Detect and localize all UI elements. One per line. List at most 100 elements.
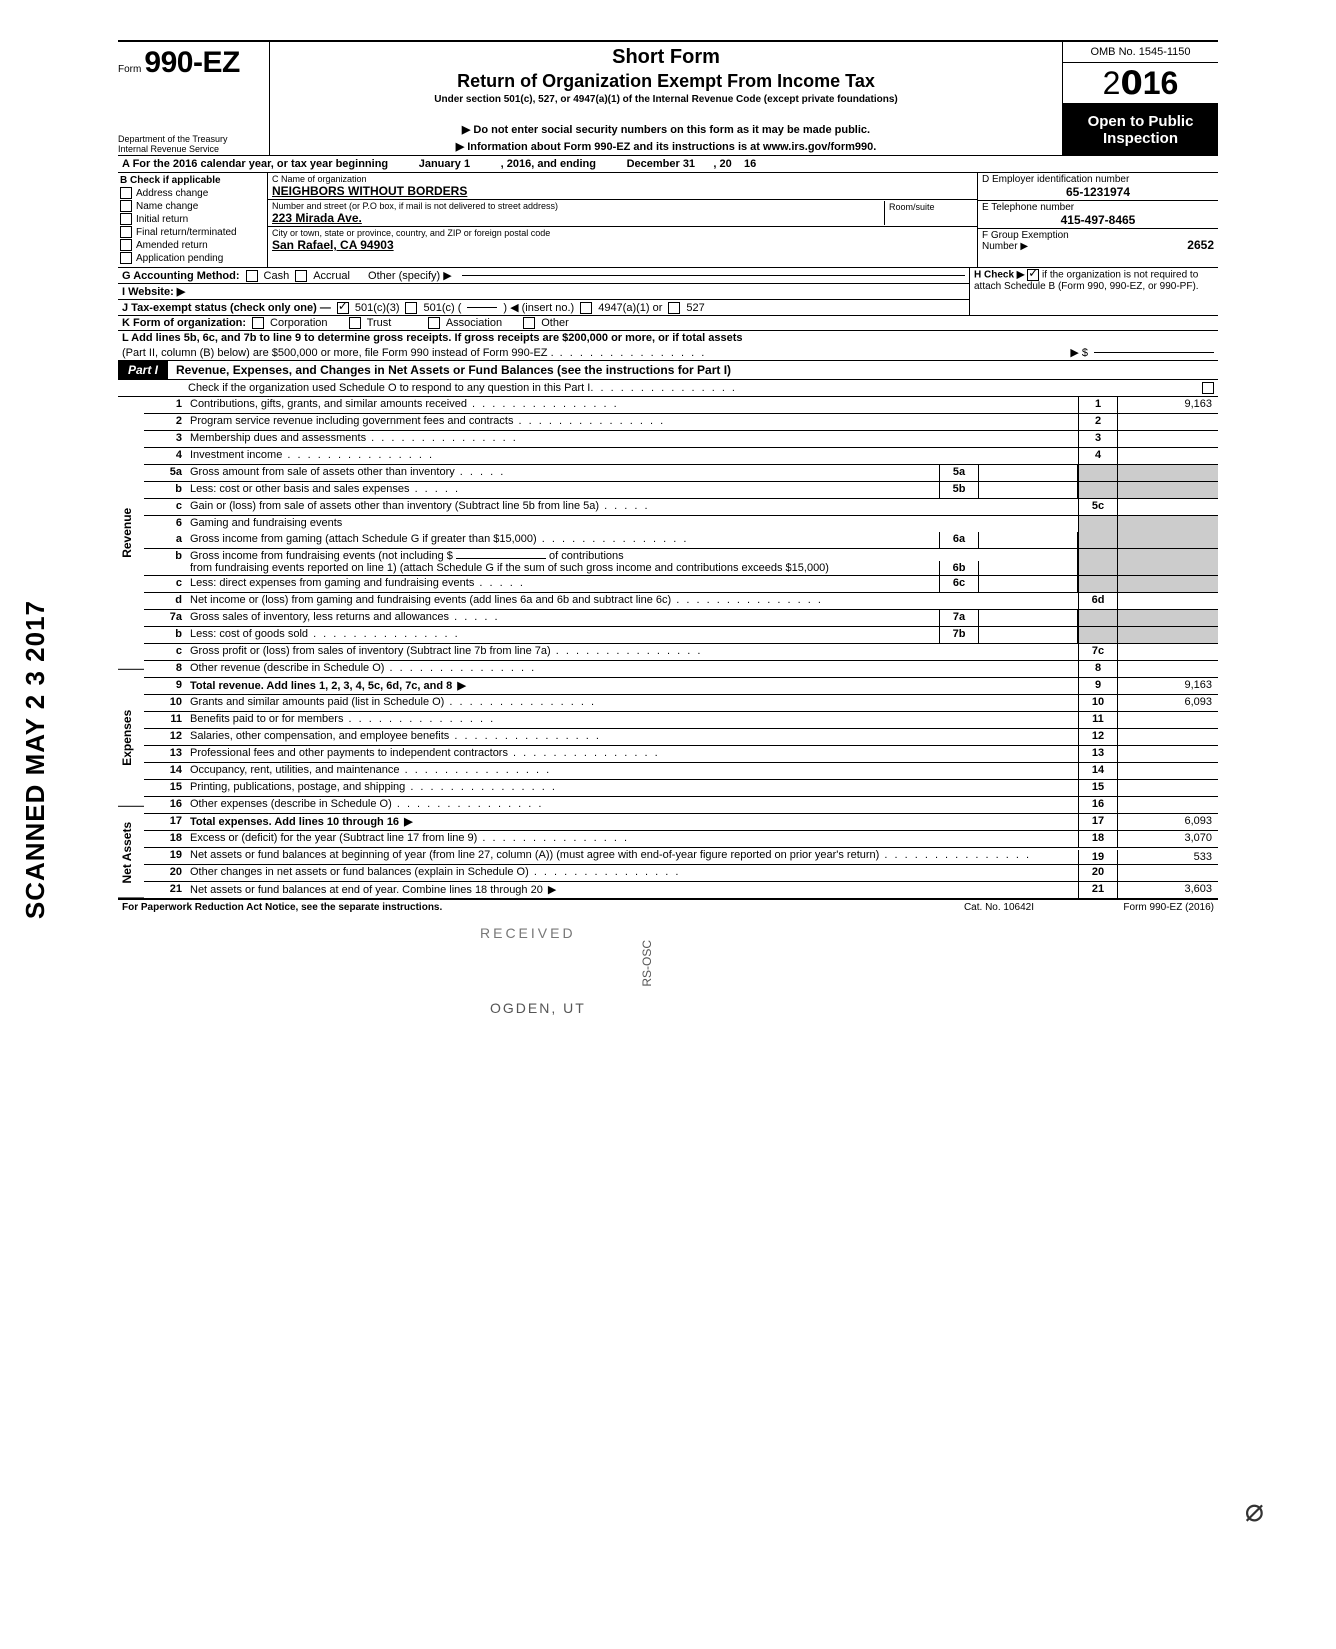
tel-value: 415-497-8465 — [982, 213, 1214, 227]
end-num: 2 — [1078, 414, 1117, 430]
dots — [343, 713, 495, 725]
checkbox-schedule-o[interactable] — [1202, 382, 1214, 394]
line-desc: Benefits paid to or for members — [186, 712, 1078, 728]
cash-label: Cash — [264, 270, 290, 282]
line-text: Other revenue (describe in Schedule O) — [190, 662, 384, 674]
line-num: 10 — [144, 695, 186, 711]
part1-heading: Part I Revenue, Expenses, and Changes in… — [118, 361, 1218, 380]
checkbox-icon[interactable] — [120, 226, 132, 238]
line-desc: Gain or (loss) from sale of assets other… — [186, 499, 1078, 515]
dots — [513, 415, 665, 427]
end-shade — [1078, 549, 1117, 575]
line-text: Program service revenue including govern… — [190, 415, 513, 427]
received-stamp: RECEIVED — [480, 925, 576, 941]
row-i: I Website: ▶ — [118, 284, 969, 300]
chk-name-change: Name change — [120, 200, 265, 212]
line-text: Less: cost or other basis and sales expe… — [190, 483, 410, 495]
checkbox-icon[interactable] — [120, 213, 132, 225]
checkbox-accrual[interactable] — [295, 270, 307, 282]
rowG-label: G Accounting Method: — [122, 270, 240, 282]
checkbox-501c[interactable] — [405, 302, 417, 314]
row-g: G Accounting Method: Cash Accrual Other … — [118, 268, 969, 284]
other-specify-line[interactable] — [462, 275, 965, 276]
501c3-label: 501(c)(3) — [355, 302, 400, 314]
line-text: Salaries, other compensation, and employ… — [190, 730, 449, 742]
mid-value — [979, 482, 1078, 498]
line-num: 1 — [144, 397, 186, 413]
line-desc: Contributions, gifts, grants, and simila… — [186, 397, 1078, 413]
line-text: Occupancy, rent, utilities, and maintena… — [190, 764, 400, 776]
end-value — [1117, 746, 1218, 762]
checkbox-trust[interactable] — [349, 317, 361, 329]
checkbox-corp[interactable] — [252, 317, 264, 329]
mid-num: 5b — [939, 482, 979, 498]
line-desc: Net income or (loss) from gaming and fun… — [186, 593, 1078, 609]
checkbox-cash[interactable] — [246, 270, 258, 282]
assoc-label: Association — [446, 317, 502, 329]
rowA-yy: 16 — [744, 158, 756, 170]
line-text: Investment income — [190, 449, 282, 461]
line-text: Net income or (loss) from gaming and fun… — [190, 594, 671, 606]
checkbox-4947[interactable] — [580, 302, 592, 314]
line-text: Excess or (deficit) for the year (Subtra… — [190, 832, 477, 844]
grp-value: 2652 — [1187, 238, 1214, 252]
line-desc: Gaming and fundraising events — [186, 516, 1078, 532]
checkbox-icon[interactable] — [120, 252, 132, 264]
line-desc: Other revenue (describe in Schedule O) — [186, 661, 1078, 677]
under-section: Under section 501(c), 527, or 4947(a)(1)… — [274, 94, 1058, 105]
rowA-suffix: , 20 — [713, 158, 731, 170]
end-value — [1117, 780, 1218, 796]
line-num: 20 — [144, 865, 186, 881]
checkbox-icon[interactable] — [120, 187, 132, 199]
colB-label: B Check if applicable — [120, 175, 265, 186]
org-name: NEIGHBORS WITHOUT BORDERS — [272, 184, 973, 198]
checkbox-h[interactable] — [1027, 269, 1039, 281]
end-shade — [1078, 482, 1117, 498]
end-shade — [1117, 532, 1218, 548]
line-8: 8 Other revenue (describe in Schedule O)… — [144, 661, 1218, 678]
grp-label1: F Group Exemption — [982, 230, 1187, 241]
line-num: 21 — [144, 882, 186, 898]
ogden-stamp: OGDEN, UT — [490, 1000, 586, 1016]
city-label: City or town, state or province, country… — [272, 228, 973, 238]
line-7c: c Gross profit or (loss) from sales of i… — [144, 644, 1218, 661]
dots — [467, 398, 619, 410]
end-shade — [1117, 610, 1218, 626]
contrib-blank[interactable] — [456, 558, 546, 559]
checkbox-527[interactable] — [668, 302, 680, 314]
line-1: 1 Contributions, gifts, grants, and simi… — [144, 397, 1218, 414]
chk-label: Final return/terminated — [136, 227, 237, 238]
rowA-label: A For the 2016 calendar year, or tax yea… — [122, 158, 388, 170]
rowL-amount-line[interactable] — [1094, 352, 1214, 353]
line-text: Total expenses. Add lines 10 through 16 — [190, 816, 399, 828]
line-text: Professional fees and other payments to … — [190, 747, 508, 759]
checkbox-other-org[interactable] — [523, 317, 535, 329]
tel-label: E Telephone number — [982, 202, 1214, 213]
dots — [477, 832, 629, 844]
line-num: 15 — [144, 780, 186, 796]
line-num: 2 — [144, 414, 186, 430]
checkbox-icon[interactable] — [120, 200, 132, 212]
line-11: 11 Benefits paid to or for members 11 — [144, 712, 1218, 729]
side-labels: Revenue Expenses Net Assets — [118, 397, 144, 898]
line-desc: Total revenue. Add lines 1, 2, 3, 4, 5c,… — [186, 678, 1078, 694]
checkbox-icon[interactable] — [120, 239, 132, 251]
cat-no: Cat. No. 10642I — [964, 902, 1034, 913]
line-desc: Gross income from gaming (attach Schedul… — [186, 532, 939, 548]
501c-insert[interactable] — [467, 307, 497, 308]
mid-value — [979, 532, 1078, 548]
end-num: 7c — [1078, 644, 1117, 660]
dots — [590, 382, 737, 394]
other-org-label: Other — [541, 317, 569, 329]
ein-row: D Employer identification number 65-1231… — [978, 173, 1218, 201]
scanned-stamp: SCANNED MAY 2 3 2017 — [20, 600, 51, 919]
rowH-label: H Check ▶ — [974, 270, 1024, 281]
line-desc: Gross amount from sale of assets other t… — [186, 465, 939, 481]
mid-num: 7b — [939, 627, 979, 643]
line-num: 3 — [144, 431, 186, 447]
dots — [671, 594, 823, 606]
line-text2: of contributions — [549, 550, 624, 562]
checkbox-assoc[interactable] — [428, 317, 440, 329]
line-num: 14 — [144, 763, 186, 779]
checkbox-501c3[interactable] — [337, 302, 349, 314]
